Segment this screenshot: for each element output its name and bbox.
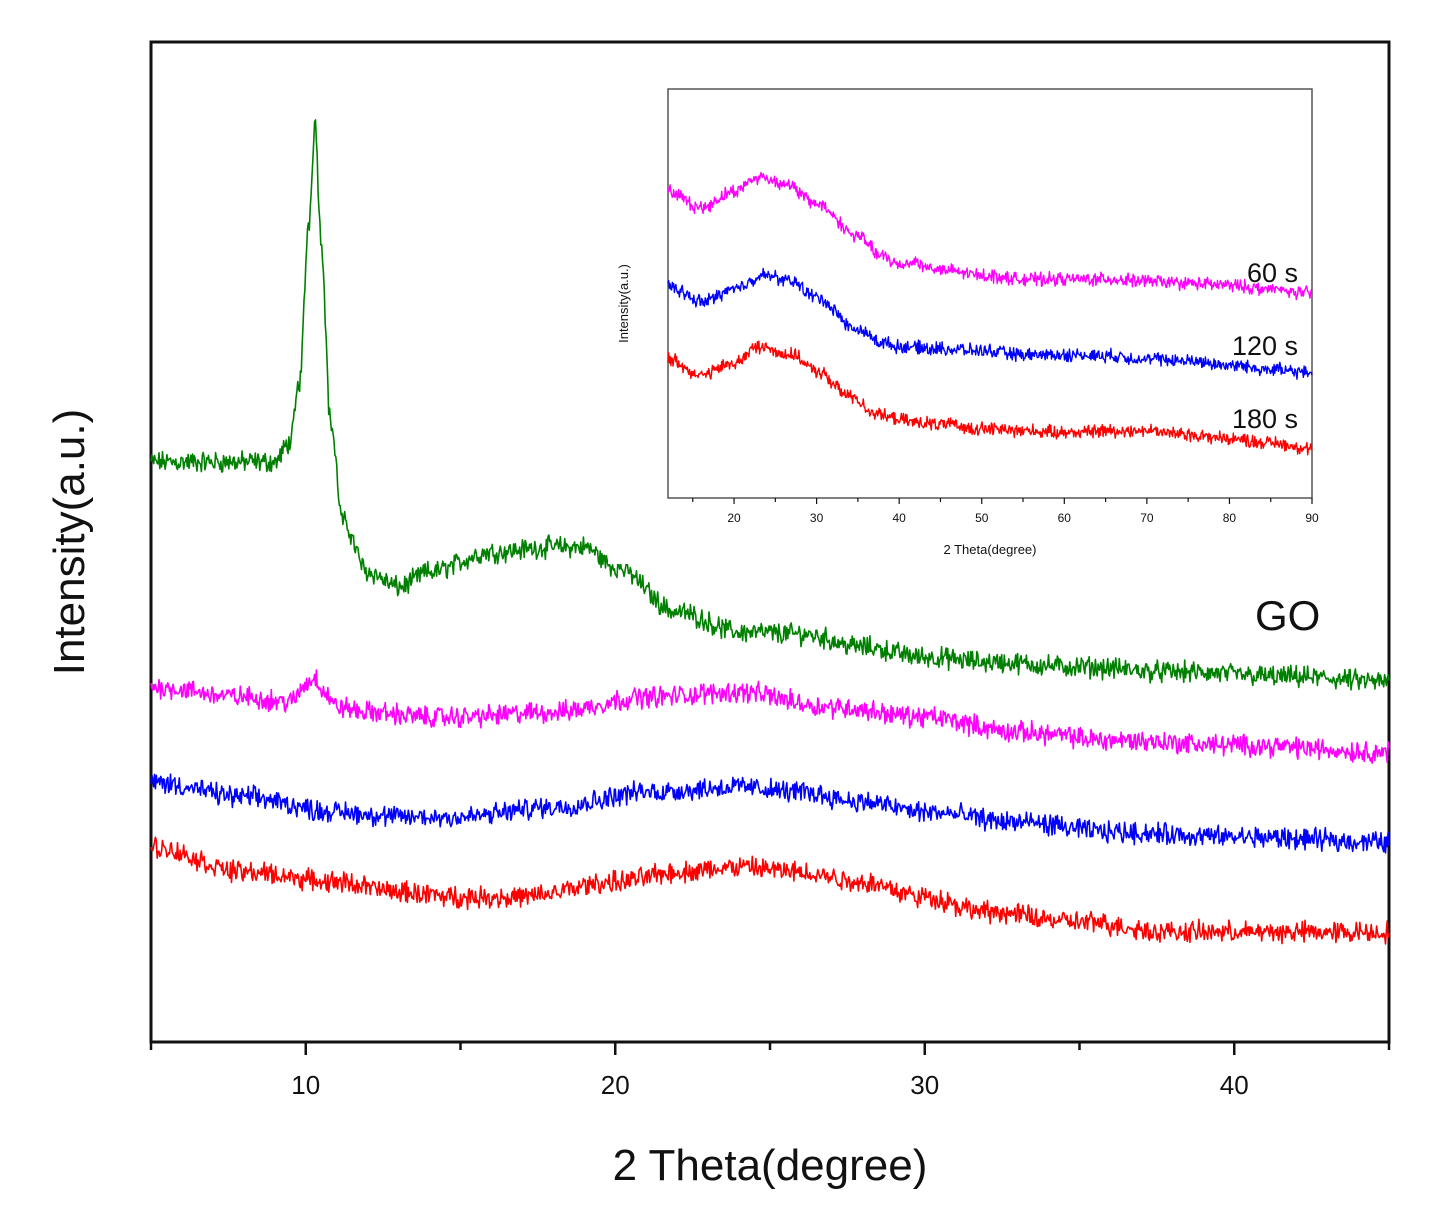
series-line-go (150, 119, 1390, 691)
tick-label-20: 20 (727, 511, 741, 525)
series-line-60-s (667, 171, 1313, 301)
inset-x-axis-label: 2 Theta(degree) (944, 542, 1037, 557)
tick-label-40: 40 (1220, 1070, 1249, 1100)
tick-label-40: 40 (892, 511, 906, 525)
tick-label-30: 30 (910, 1070, 939, 1100)
tick-label-10: 10 (291, 1070, 320, 1100)
inset-y-axis-label: Intensity(a.u.) (616, 264, 631, 343)
main-y-axis-label: Intensity(a.u.) (45, 409, 94, 676)
series-label-go: GO (1255, 592, 1320, 639)
series-label-60-s: 60 s (1247, 258, 1298, 288)
tick-label-30: 30 (810, 511, 824, 525)
main-x-axis-label: 2 Theta(degree) (613, 1141, 928, 1190)
inset-plot-frame (667, 88, 1313, 499)
tick-label-50: 50 (975, 511, 989, 525)
tick-label-90: 90 (1305, 511, 1319, 525)
series-label-120-s: 120 s (1232, 331, 1298, 361)
inset-series-group (667, 171, 1313, 456)
main-chart: 10 20 30 40 2 Theta(degree) Intensity(a.u.)… (45, 40, 1391, 1190)
inset-chart: 20 30 40 50 60 70 80 90 60 s 120 s 180 s 2 Theta(… (608, 85, 1319, 564)
inset-series-labels: 60 s 120 s 180 s (1232, 258, 1298, 434)
series-line-60-s (150, 669, 1390, 765)
tick-label-60: 60 (1058, 511, 1072, 525)
series-label-180-s: 180 s (1232, 404, 1298, 434)
series-line-180-s (150, 836, 1390, 945)
tick-label-20: 20 (601, 1070, 630, 1100)
inset-x-ticks (692, 498, 1313, 504)
main-x-ticks (149, 1042, 1391, 1055)
inset-x-tick-labels: 20 30 40 50 60 70 80 90 (727, 511, 1319, 525)
inset-background (608, 85, 1318, 564)
tick-label-70: 70 (1140, 511, 1154, 525)
series-line-180-s (667, 340, 1313, 456)
main-x-tick-labels: 10 20 30 40 (291, 1070, 1248, 1100)
main-series-group (150, 119, 1390, 945)
tick-label-80: 80 (1223, 511, 1237, 525)
series-line-120-s (667, 267, 1313, 380)
series-line-120-s (150, 773, 1390, 854)
